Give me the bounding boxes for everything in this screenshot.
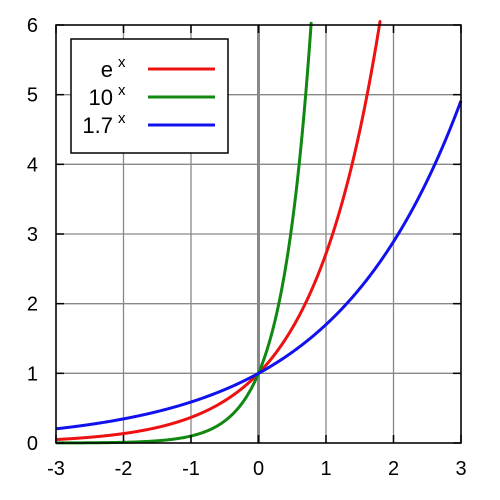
series-line-0 xyxy=(55,20,382,442)
x-tick-label-1: -2 xyxy=(115,458,133,480)
x-tick-label-0: -3 xyxy=(47,458,65,480)
legend-exponent-0: x xyxy=(118,54,126,71)
legend-label-2: 1.7 xyxy=(82,113,113,138)
legend-label-0: e xyxy=(101,57,113,82)
y-tick-label-1: 1 xyxy=(27,363,38,385)
plot-frame xyxy=(55,24,462,444)
y-tick-label-0: 0 xyxy=(27,433,38,455)
x-tick-label-3: 0 xyxy=(253,458,264,480)
y-tick-label-5: 5 xyxy=(27,85,38,107)
x-tick-label-2: -1 xyxy=(182,458,200,480)
y-tick-label-3: 3 xyxy=(27,224,38,246)
y-tick-label-6: 6 xyxy=(27,15,38,37)
y-tick-label-2: 2 xyxy=(27,294,38,316)
x-tick-label-5: 2 xyxy=(388,458,399,480)
tick-labels: -3 -2 -1 0 1 2 3 0 1 2 3 4 5 6 xyxy=(27,15,467,480)
x-tick-label-4: 1 xyxy=(320,458,331,480)
legend-label-1: 10 xyxy=(89,85,113,110)
y-tick-label-4: 4 xyxy=(27,154,38,176)
legend-exponent-2: x xyxy=(118,110,126,127)
x-tick-label-6: 3 xyxy=(455,458,466,480)
series-line-2 xyxy=(55,100,463,431)
legend-exponent-1: x xyxy=(118,82,126,99)
legend: e x10 x1.7 x xyxy=(70,38,229,154)
